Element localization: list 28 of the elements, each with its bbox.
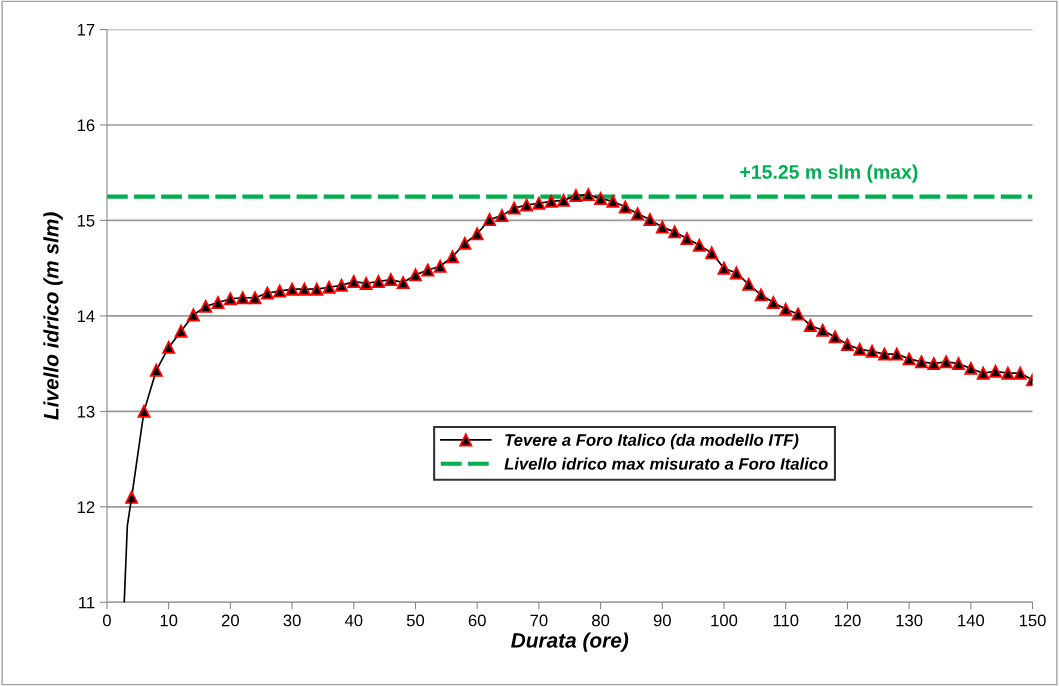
y-axis-title: Livello idrico (m slm): [43, 212, 63, 420]
y-tick-label: 17: [77, 24, 95, 36]
x-tick-label: 40: [344, 614, 363, 627]
x-tick-label: 10: [160, 614, 178, 627]
y-tick-label: 16: [77, 119, 95, 132]
x-tick-label: 120: [834, 614, 861, 627]
y-tick-label: 11: [79, 596, 95, 609]
x-tick-label: 0: [102, 614, 111, 627]
legend-label: Tevere a Foro Italico (da modello ITF): [505, 433, 799, 450]
y-tick-label: 13: [77, 405, 95, 418]
x-tick-label: 110: [773, 614, 799, 627]
y-tick-label: 15: [77, 215, 95, 227]
x-tick-label: 100: [711, 614, 738, 627]
y-tick-label: 12: [77, 501, 95, 513]
x-tick-label: 140: [958, 614, 985, 627]
y-tick-label: 14: [77, 310, 95, 322]
x-tick-label: 70: [530, 614, 548, 627]
x-tick-label: 30: [283, 614, 301, 627]
x-tick-label: 80: [592, 614, 610, 627]
x-tick-label: 20: [221, 614, 239, 627]
x-tick-label: 90: [653, 614, 671, 627]
x-tick-label: 50: [406, 614, 425, 627]
x-tick-label: 130: [896, 614, 923, 627]
annotation: +15.25 m slm (max): [740, 164, 918, 183]
x-axis-title: Durata (ore): [511, 632, 629, 652]
x-tick-label: 150: [1019, 614, 1046, 627]
legend-label: Livello idrico max misurato a Foro Italico: [504, 457, 828, 470]
x-tick-label: 60: [468, 614, 486, 627]
